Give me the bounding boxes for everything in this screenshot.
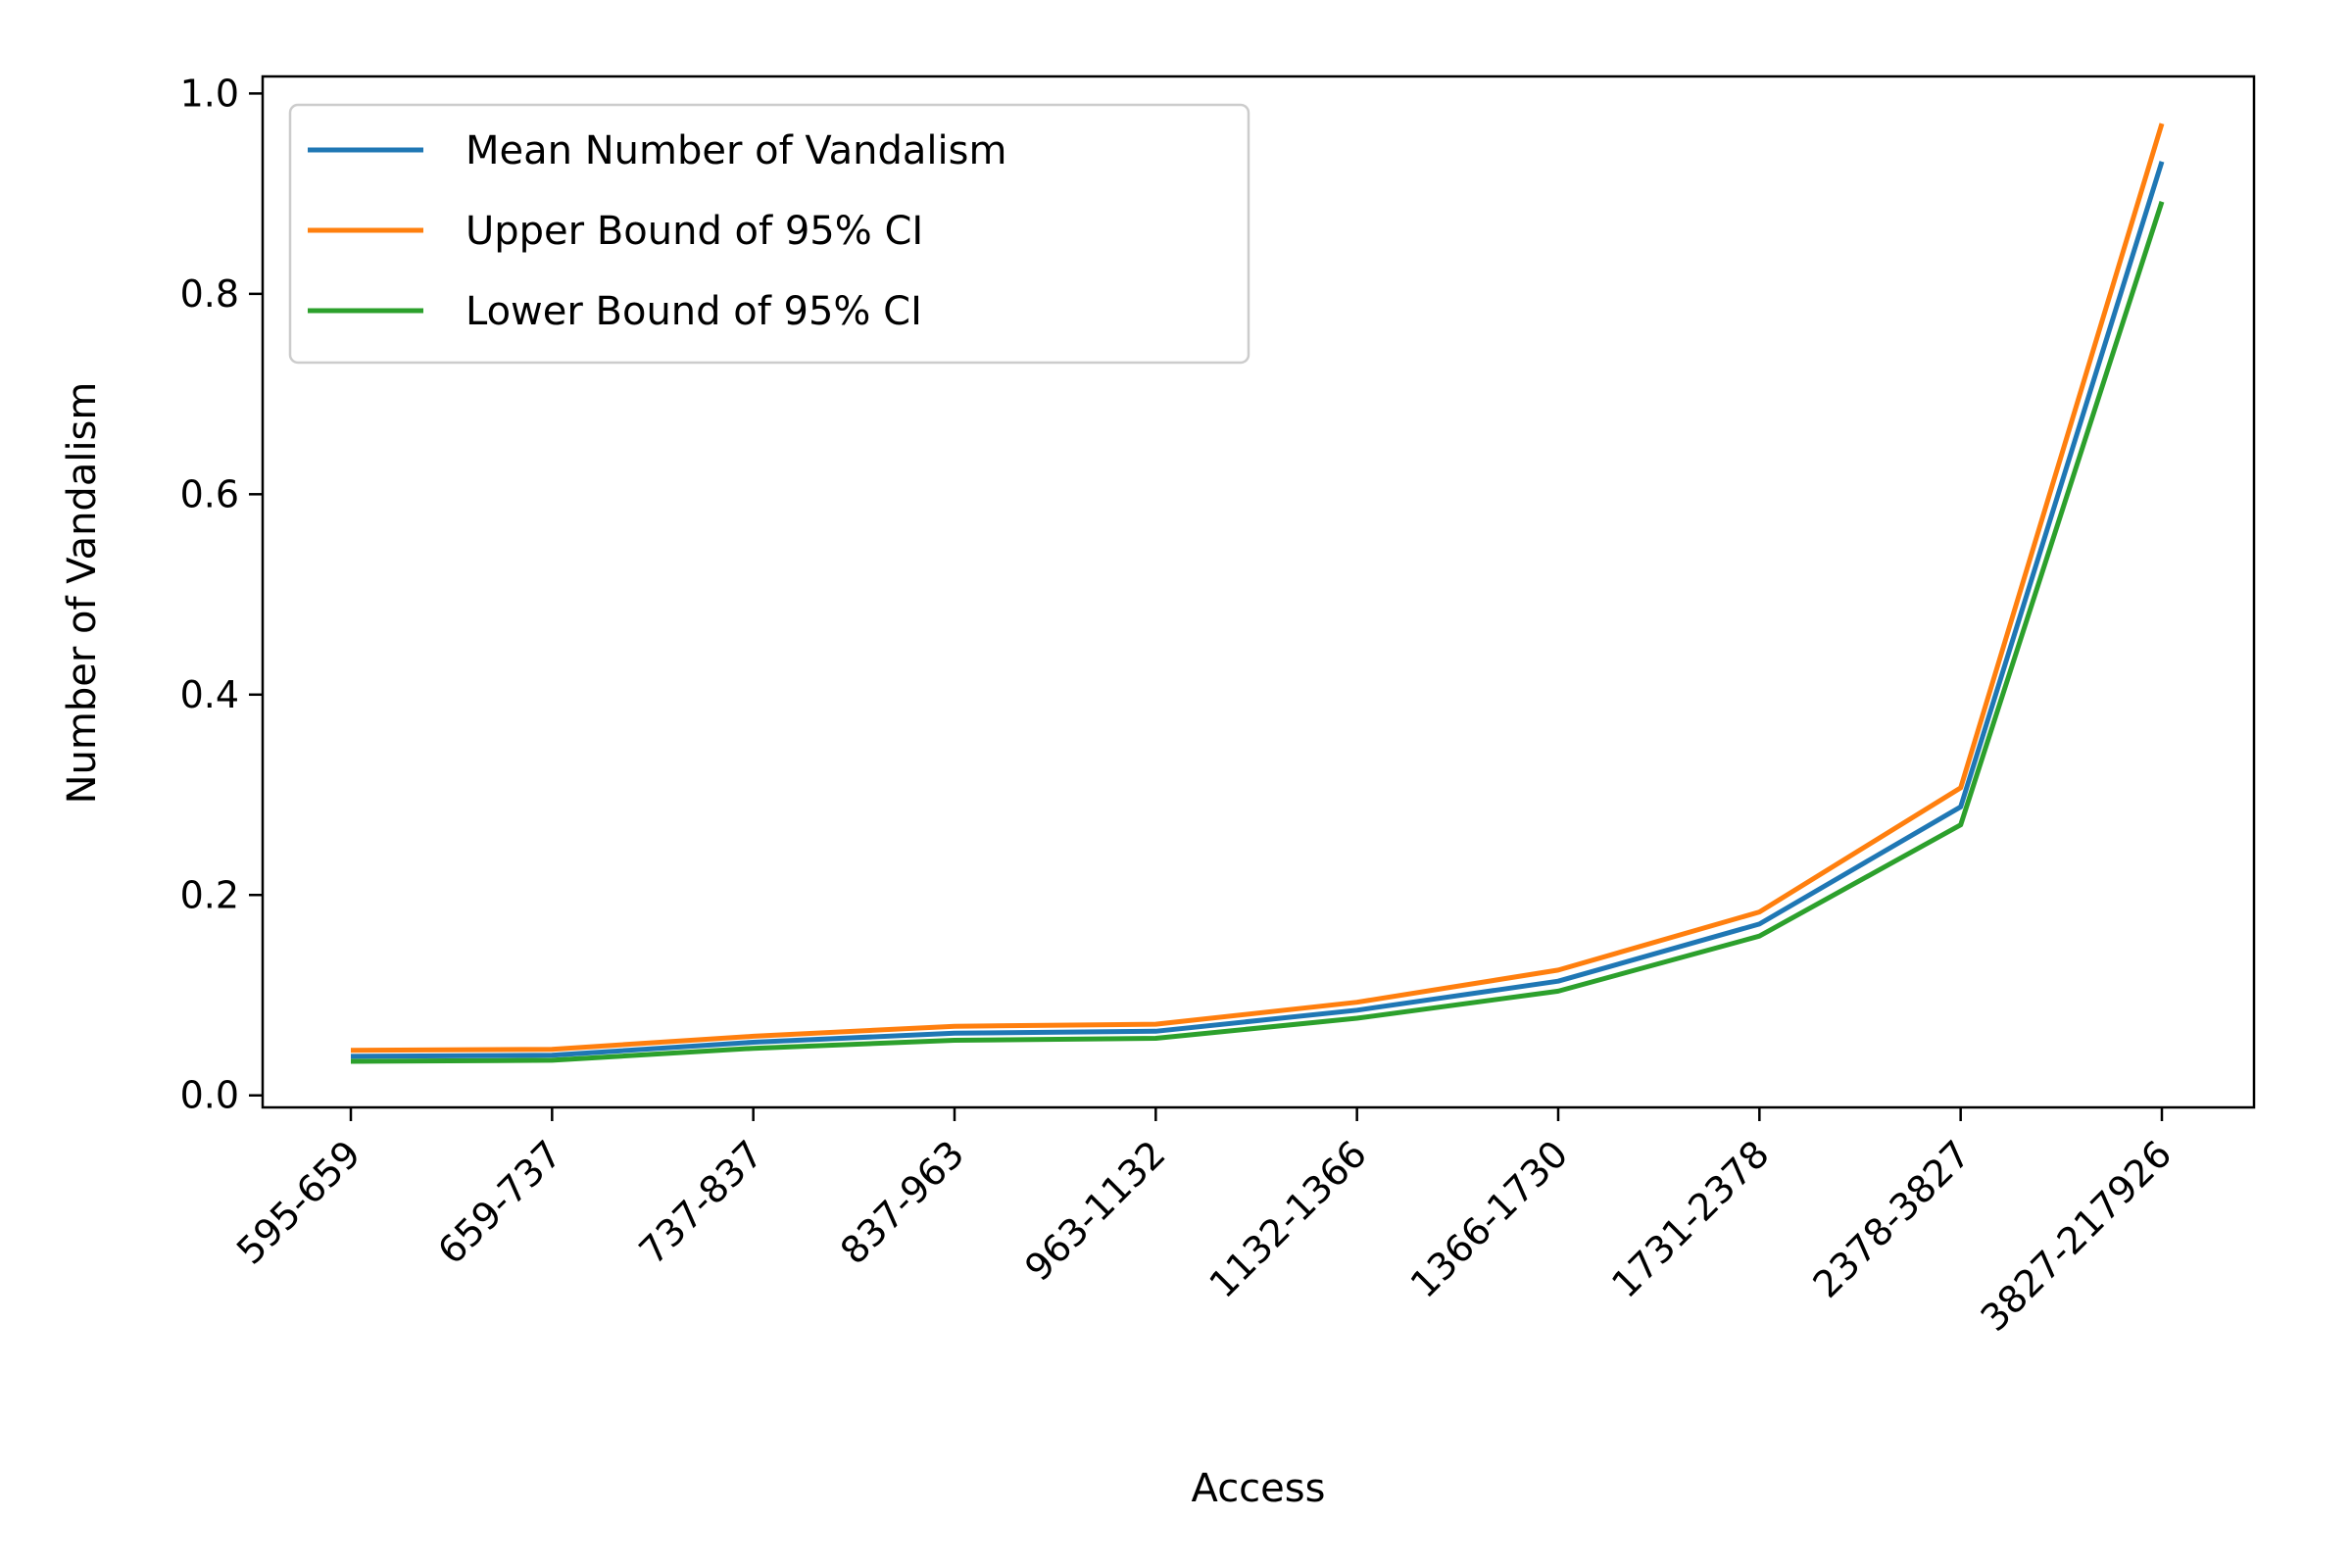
x-tick-label: 963-1132 xyxy=(1016,1132,1173,1289)
series-lines xyxy=(350,122,2165,1064)
series-line xyxy=(350,122,2165,1054)
y-tick-label: 0.6 xyxy=(180,472,239,515)
x-tick-label: 1132-1366 xyxy=(1200,1132,1375,1306)
y-axis-label: Number of Vandalism xyxy=(60,382,105,805)
y-tick-label: 0.4 xyxy=(180,673,239,716)
x-tick-label: 3827-217926 xyxy=(1973,1132,2180,1340)
x-tick-label: 2378-3827 xyxy=(1804,1132,1979,1306)
y-tick-label: 0.2 xyxy=(180,873,239,916)
series-line xyxy=(350,161,2165,1059)
y-tick-label: 0.0 xyxy=(180,1074,239,1117)
legend-label: Upper Bound of 95% CI xyxy=(466,209,923,254)
x-tick-label: 1366-1730 xyxy=(1402,1132,1577,1306)
legend-frame xyxy=(288,103,1250,365)
x-tick-label: 595-659 xyxy=(228,1132,368,1272)
legend-label: Mean Number of Vandalism xyxy=(466,128,1006,173)
x-tick-label: 837-963 xyxy=(832,1132,972,1272)
y-axis: 0.0 0.2 0.4 0.6 0.8 1.0 xyxy=(180,72,263,1117)
x-axis-label: Access xyxy=(1192,1466,1326,1511)
x-tick-label: 1731-2378 xyxy=(1603,1132,1778,1306)
y-tick-label: 0.8 xyxy=(180,272,239,316)
series-line xyxy=(350,201,2165,1064)
legend-label: Lower Bound of 95% CI xyxy=(466,289,922,334)
x-axis: 595-659 659-737 737-837 837-963 963-1132 1132… xyxy=(228,1107,2180,1340)
y-tick-label: 1.0 xyxy=(180,72,239,115)
legend: Mean Number of Vandalism Upper Bound of 9… xyxy=(288,103,1250,365)
x-tick-label: 737-837 xyxy=(631,1132,771,1272)
x-tick-label: 659-737 xyxy=(429,1132,569,1272)
